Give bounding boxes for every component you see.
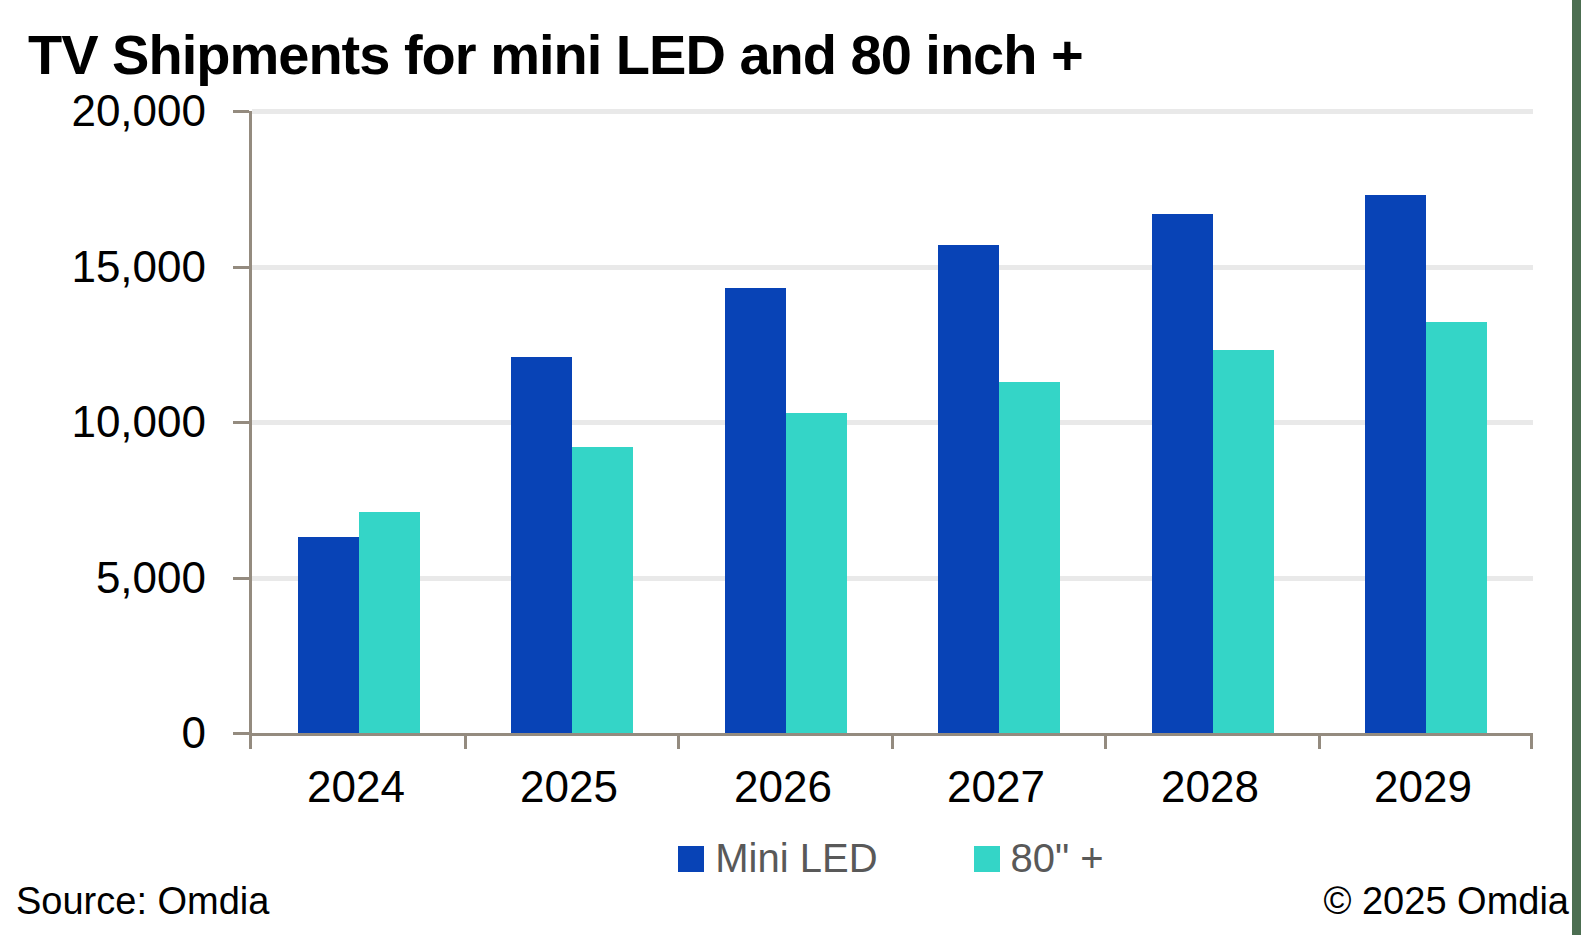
bar-mini-led-2029 [1365, 195, 1426, 733]
bar-eighty-plus-2027 [999, 382, 1060, 733]
y-axis-tick [233, 577, 249, 580]
x-axis-tick [1104, 733, 1107, 749]
y-axis-tick [233, 732, 249, 735]
gridline [252, 576, 1533, 581]
x-axis-tick [1318, 733, 1321, 749]
gridline [252, 109, 1533, 114]
x-tick-label-2024: 2024 [246, 762, 466, 812]
bar-eighty-plus-2025 [572, 447, 633, 733]
legend-swatch-mini-led [678, 846, 704, 872]
y-axis-tick [233, 110, 249, 113]
y-axis-tick [233, 421, 249, 424]
x-axis-tick [464, 733, 467, 749]
x-tick-label-2026: 2026 [673, 762, 893, 812]
y-tick-label: 20,000 [71, 89, 206, 133]
copyright-note: © 2025 Omdia [1323, 880, 1569, 923]
legend-label-mini-led: Mini LED [715, 836, 877, 881]
gridline [252, 265, 1533, 270]
right-edge-strip [1572, 0, 1581, 935]
x-axis-tick [1530, 733, 1533, 749]
x-tick-label-2027: 2027 [886, 762, 1106, 812]
y-tick-label: 5,000 [96, 556, 206, 600]
legend-swatch-eighty-plus [974, 846, 1000, 872]
y-axis: 05,00010,00015,00020,000 [0, 111, 206, 733]
legend-label-eighty-plus: 80" + [1011, 836, 1104, 881]
bar-eighty-plus-2026 [786, 413, 847, 733]
legend: Mini LED 80" + [249, 836, 1533, 881]
source-note: Source: Omdia [16, 880, 269, 923]
x-axis-tick [249, 733, 252, 749]
y-tick-label: 0 [182, 711, 206, 755]
y-tick-label: 10,000 [71, 400, 206, 444]
x-tick-label-2029: 2029 [1313, 762, 1533, 812]
y-axis-tick [233, 266, 249, 269]
x-axis-tick [677, 733, 680, 749]
legend-item-mini-led: Mini LED [678, 836, 877, 881]
bar-eighty-plus-2024 [359, 512, 420, 733]
x-axis-tick [891, 733, 894, 749]
bar-mini-led-2024 [298, 537, 359, 733]
bar-mini-led-2027 [938, 245, 999, 733]
bar-mini-led-2028 [1152, 214, 1213, 733]
chart-title: TV Shipments for mini LED and 80 inch + [28, 22, 1083, 87]
plot-area [249, 111, 1533, 736]
bar-eighty-plus-2028 [1213, 350, 1274, 733]
x-axis: 202420252026202720282029 [249, 762, 1533, 814]
x-tick-label-2028: 2028 [1100, 762, 1320, 812]
bar-mini-led-2025 [511, 357, 572, 733]
bar-eighty-plus-2029 [1426, 322, 1487, 733]
bar-mini-led-2026 [725, 288, 786, 733]
gridline [252, 420, 1533, 425]
x-tick-label-2025: 2025 [459, 762, 679, 812]
y-tick-label: 15,000 [71, 245, 206, 289]
legend-item-eighty-plus: 80" + [974, 836, 1104, 881]
